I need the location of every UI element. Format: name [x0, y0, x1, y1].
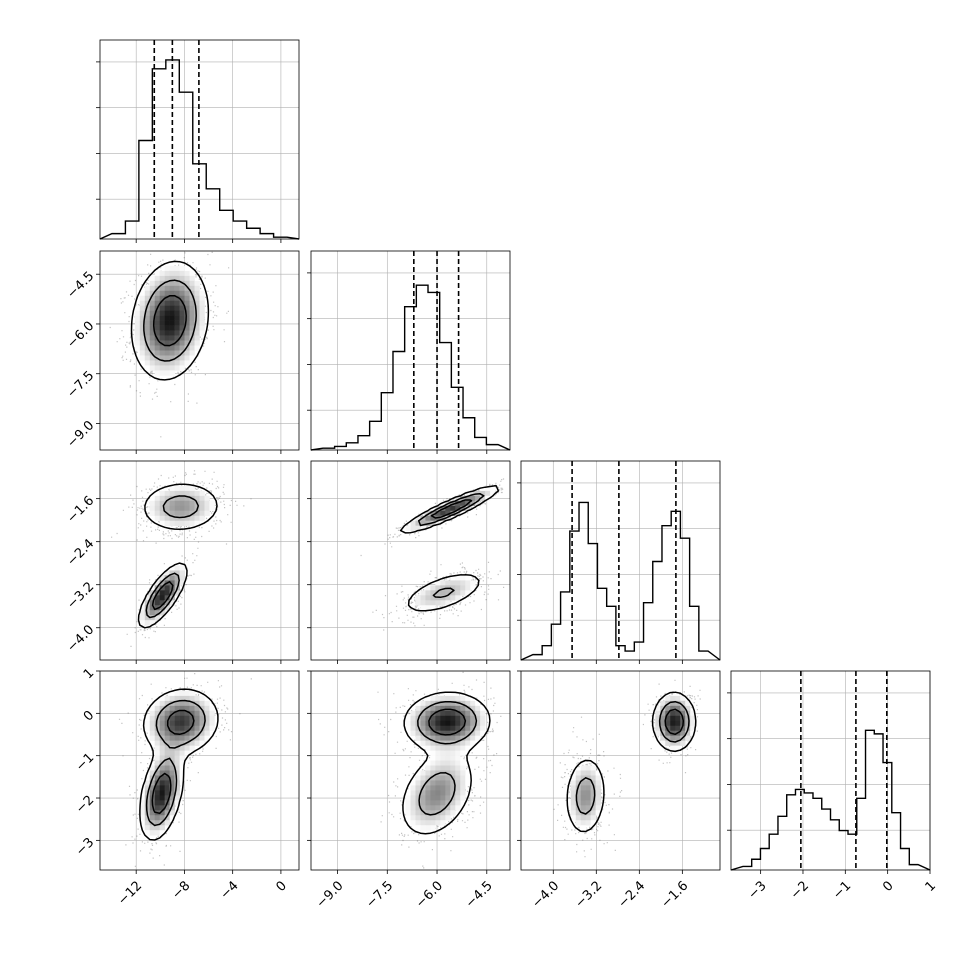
- x-tick-label-2-3: −1.6: [658, 878, 691, 911]
- y-tick-label-2-3: −1.6: [64, 493, 97, 526]
- y-tick-label-1-3: −4.5: [64, 269, 97, 302]
- histogram-panel-3: [727, 671, 931, 871]
- x-tick-label-1-0: −9.0: [314, 878, 347, 911]
- density-shading: [139, 485, 215, 626]
- x-tick-label-0-0: −12: [115, 878, 145, 908]
- y-tick-label-1-1: −7.5: [64, 368, 97, 401]
- scatter-frame-1-3: [310, 670, 511, 871]
- y-tick-label-1-0: −9.0: [64, 418, 97, 451]
- contour-lines: [137, 483, 218, 629]
- density-shading: [405, 695, 486, 831]
- x-tick-label-3-4: 1: [923, 878, 939, 894]
- y-tick-label-2-1: −3.2: [64, 579, 97, 612]
- x-tick-label-0-3: 0: [273, 878, 289, 894]
- contour-lines: [139, 688, 219, 841]
- x-tick-label-1-2: −6.0: [413, 878, 446, 911]
- scatter-frame-2-3: [520, 670, 721, 871]
- y-tick-label-1-2: −6.0: [64, 319, 97, 352]
- x-tick-label-3-0: −3: [746, 878, 770, 902]
- contour-lines: [402, 691, 491, 835]
- scatter-panel-0-3: [100, 671, 299, 870]
- x-tick-label-3-1: −2: [788, 878, 812, 902]
- scatter-panel-0-2: [100, 461, 299, 660]
- x-tick-label-1-3: −4.5: [463, 878, 496, 911]
- y-tick-label-3-4: 1: [81, 666, 97, 682]
- scatter-panel-1-2: [311, 461, 510, 660]
- y-tick-label-3-0: −3: [73, 835, 97, 859]
- histogram-1: [310, 284, 511, 451]
- y-tick-label-2-2: −2.4: [64, 536, 97, 569]
- y-tick-label-3-2: −1: [73, 750, 97, 774]
- scatter-frame-0-2: [99, 460, 300, 661]
- scatter-panel-2-3: [521, 671, 720, 870]
- y-tick-label-3-3: 0: [81, 708, 97, 724]
- histogram-frame-0: [99, 39, 300, 240]
- scatter-panel-1-3: [311, 671, 510, 870]
- contour-lines: [130, 260, 210, 381]
- x-tick-label-0-2: −4: [218, 878, 242, 902]
- y-tick-label-2-0: −4.0: [64, 622, 97, 655]
- histogram-frame-1: [310, 250, 511, 451]
- histogram-panel-0: [96, 40, 300, 240]
- scatter-panel-0-1: [100, 251, 299, 450]
- x-tick-label-3-2: −1: [830, 878, 854, 902]
- scatter-frame-0-1: [99, 250, 300, 451]
- x-tick-label-0-1: −8: [169, 878, 193, 902]
- scatter-frame-0-3: [99, 670, 300, 871]
- scatter-frame-1-2: [310, 460, 511, 661]
- density-shading: [134, 265, 205, 376]
- x-tick-label-2-2: −2.4: [615, 878, 648, 911]
- histogram-frame-2: [520, 460, 721, 661]
- histogram-panel-1: [307, 251, 511, 451]
- x-tick-label-2-1: −3.2: [572, 878, 605, 911]
- histogram-panel-2: [517, 461, 721, 661]
- contour-lines: [399, 484, 500, 612]
- x-tick-label-2-0: −4.0: [529, 878, 562, 911]
- x-tick-label-3-3: 0: [880, 878, 896, 894]
- x-tick-label-1-1: −7.5: [363, 878, 396, 911]
- histogram-2: [520, 501, 721, 661]
- histogram-frame-3: [730, 670, 931, 871]
- contour-lines: [566, 691, 697, 833]
- histogram-3: [730, 729, 931, 871]
- y-tick-label-3-1: −2: [73, 793, 97, 817]
